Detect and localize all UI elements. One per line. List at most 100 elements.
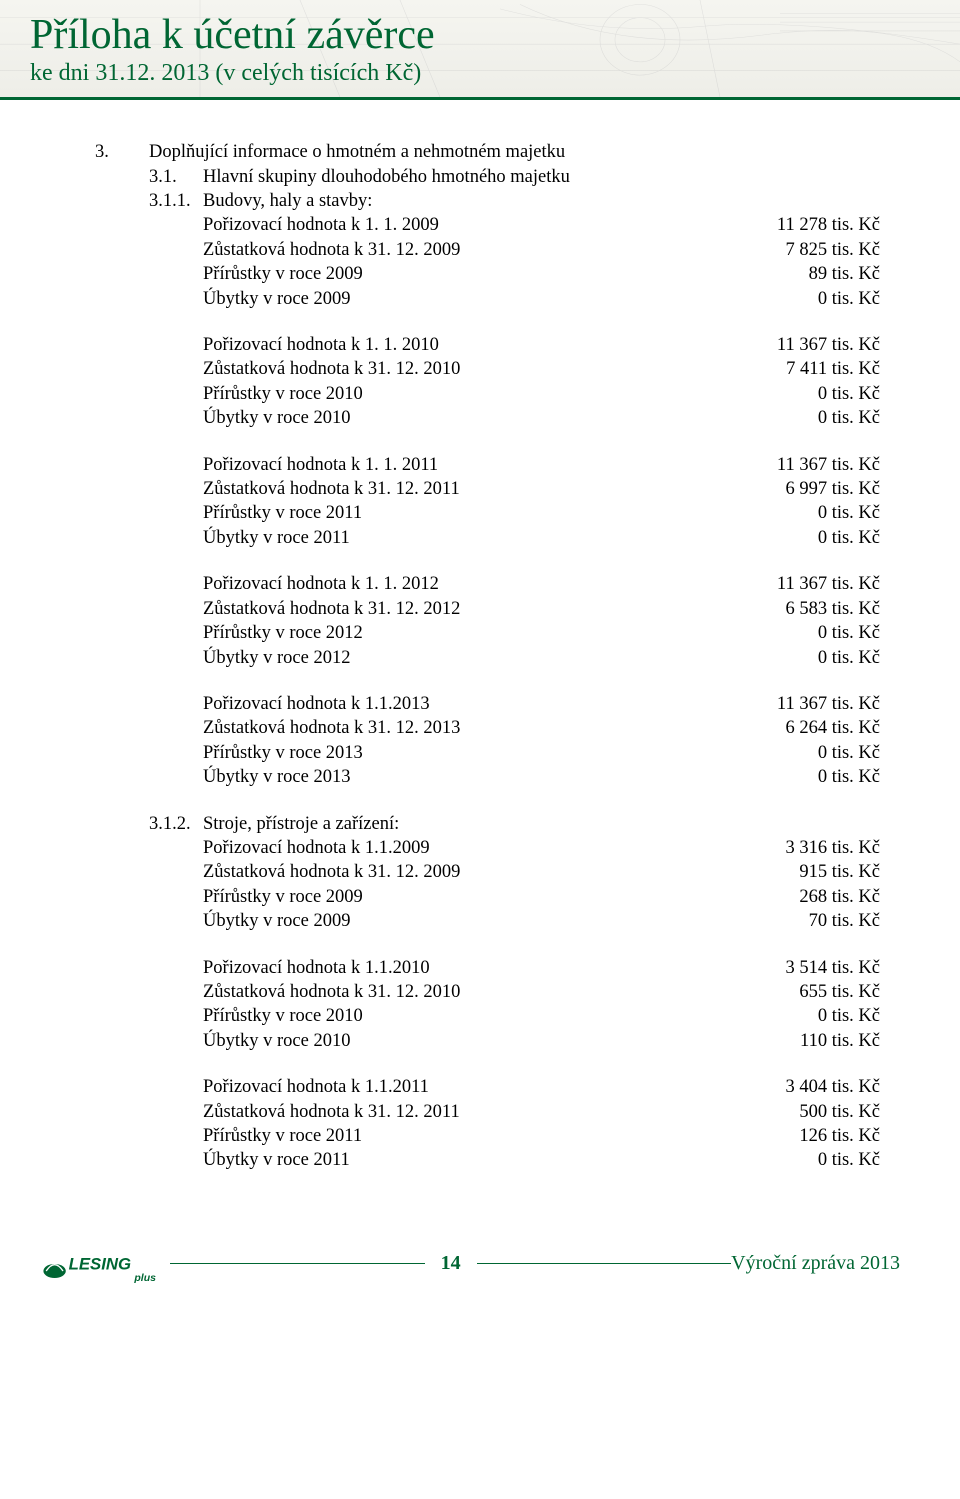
financial-row: Pořizovací hodnota k 1.1.20113 404 tis. … xyxy=(203,1075,880,1099)
row-label: Úbytky v roce 2010 xyxy=(203,406,350,430)
row-value: 268 tis. Kč xyxy=(799,885,880,909)
financial-year-block: Pořizovací hodnota k 1. 1. 201111 367 ti… xyxy=(203,453,880,551)
row-label: Přírůstky v roce 2011 xyxy=(203,1124,362,1148)
row-value: 11 278 tis. Kč xyxy=(777,213,880,237)
financial-row: Přírůstky v roce 20120 tis. Kč xyxy=(203,621,880,645)
financial-row: Přírůstky v roce 2011 0 tis. Kč xyxy=(203,501,880,525)
subsection-3-1-1: 3.1.1. Budovy, haly a stavby: Pořizovací… xyxy=(203,189,880,790)
row-value: 11 367 tis. Kč xyxy=(777,333,880,357)
divider-line-right xyxy=(477,1263,732,1264)
row-label: Pořizovací hodnota k 1. 1. 2012 xyxy=(203,572,439,596)
financial-row: Zůstatková hodnota k 31. 12. 2011 6 997 t… xyxy=(203,477,880,501)
row-value: 0 tis. Kč xyxy=(818,1148,880,1172)
row-value: 11 367 tis. Kč xyxy=(777,453,880,477)
subsection-3-1-2: 3.1.2. Stroje, přístroje a zařízení: Poř… xyxy=(203,812,880,1173)
financial-row: Zůstatková hodnota k 31. 12. 2009 7 825 t… xyxy=(203,238,880,262)
financial-row: Pořizovací hodnota k 1.1.20103 514 tis. … xyxy=(203,956,880,980)
financial-row: Úbytky v roce 2010 0 tis. Kč xyxy=(203,406,880,430)
row-label: Úbytky v roce 2013 xyxy=(203,765,350,789)
financial-row: Úbytky v roce 2011 0 tis. Kč xyxy=(203,1148,880,1172)
subsubsection-text: Stroje, přístroje a zařízení: xyxy=(203,812,399,836)
row-label: Pořizovací hodnota k 1. 1. 2010 xyxy=(203,333,439,357)
row-value: 915 tis. Kč xyxy=(799,860,880,884)
financial-row: Pořizovací hodnota k 1. 1. 2012 11 367 ti… xyxy=(203,572,880,596)
financial-year-block: Pořizovací hodnota k 1.1.20103 514 tis. … xyxy=(203,956,880,1054)
page-header: Příloha k účetní závěrce ke dni 31.12. 2… xyxy=(0,0,960,100)
row-label: Přírůstky v roce 2009 xyxy=(203,885,363,909)
subsubsection-number: 3.1.1. xyxy=(149,189,203,213)
row-value: 3 316 tis. Kč xyxy=(785,836,880,860)
financial-row: Pořizovací hodnota k 1. 1. 2010 11 367 ti… xyxy=(203,333,880,357)
subsubsection-text: Budovy, haly a stavby: xyxy=(203,189,372,213)
row-label: Zůstatková hodnota k 31. 12. 2009 xyxy=(203,238,460,262)
row-label: Pořizovací hodnota k 1.1.2013 xyxy=(203,692,430,716)
document-body: 3. Doplňující informace o hmotném a nehm… xyxy=(0,100,960,1235)
financial-row: Úbytky v roce 20130 tis. Kč xyxy=(203,765,880,789)
row-value: 0 tis. Kč xyxy=(818,526,880,550)
financial-row: Pořizovací hodnota k 1.1.20093 316 tis. … xyxy=(203,836,880,860)
page-subtitle: ke dni 31.12. 2013 (v celých tisících Kč… xyxy=(30,60,930,87)
footer-report-label: Výroční zpráva 2013 xyxy=(731,1252,900,1275)
row-label: Zůstatková hodnota k 31. 12. 2011 xyxy=(203,1100,460,1124)
subsubsection-3-1-2-heading: 3.1.2. Stroje, přístroje a zařízení: xyxy=(149,812,880,836)
row-value: 70 tis. Kč xyxy=(809,909,880,933)
row-value: 3 514 tis. Kč xyxy=(785,956,880,980)
financial-year-block: Pořizovací hodnota k 1. 1. 2012 11 367 ti… xyxy=(203,572,880,670)
row-label: Úbytky v roce 2012 xyxy=(203,646,350,670)
financial-row: Přírůstky v roce 2013 0 tis. Kč xyxy=(203,741,880,765)
row-value: 0 tis. Kč xyxy=(818,1004,880,1028)
section-number: 3. xyxy=(95,140,149,164)
row-value: 126 tis. Kč xyxy=(799,1124,880,1148)
row-label: Přírůstky v roce 2009 xyxy=(203,262,363,286)
row-label: Úbytky v roce 2011 xyxy=(203,1148,350,1172)
row-label: Zůstatková hodnota k 31. 12. 2010 xyxy=(203,980,460,1004)
financial-row: Zůstatková hodnota k 31. 12. 2010 655 tis… xyxy=(203,980,880,1004)
row-value: 11 367 tis. Kč xyxy=(777,572,880,596)
financial-year-block: Pořizovací hodnota k 1.1.2013 11 367 tis.… xyxy=(203,692,880,790)
financial-row: Úbytky v roce 20090 tis. Kč xyxy=(203,287,880,311)
row-value: 7 825 tis. Kč xyxy=(785,238,880,262)
row-label: Úbytky v roce 2010 xyxy=(203,1029,350,1053)
row-value: 0 tis. Kč xyxy=(818,501,880,525)
financial-row: Pořizovací hodnota k 1. 1. 201111 367 ti… xyxy=(203,453,880,477)
page-title: Příloha k účetní závěrce xyxy=(30,12,930,58)
row-label: Zůstatková hodnota k 31. 12. 2011 xyxy=(203,477,460,501)
row-label: Pořizovací hodnota k 1.1.2011 xyxy=(203,1075,429,1099)
row-label: Zůstatková hodnota k 31. 12. 2012 xyxy=(203,597,460,621)
row-label: Zůstatková hodnota k 31. 12. 2009 xyxy=(203,860,460,884)
row-value: 0 tis. Kč xyxy=(818,646,880,670)
section-text: Doplňující informace o hmotném a nehmotn… xyxy=(149,140,565,164)
row-value: 6 997 tis. Kč xyxy=(785,477,880,501)
row-value: 89 tis. Kč xyxy=(809,262,880,286)
row-value: 500 tis. Kč xyxy=(799,1100,880,1124)
financial-row: Přírůstky v roce 2011 126 tis. Kč xyxy=(203,1124,880,1148)
financial-row: Zůstatková hodnota k 31. 12. 2009 915 tis… xyxy=(203,860,880,884)
subsubsection-number: 3.1.2. xyxy=(149,812,203,836)
row-value: 0 tis. Kč xyxy=(818,741,880,765)
financial-row: Pořizovací hodnota k 1. 1. 2009 11 278 ti… xyxy=(203,213,880,237)
row-label: Úbytky v roce 2009 xyxy=(203,909,350,933)
row-value: 110 tis. Kč xyxy=(800,1029,880,1053)
financial-row: Přírůstky v roce 2009 268 tis. Kč xyxy=(203,885,880,909)
row-label: Přírůstky v roce 2010 xyxy=(203,1004,363,1028)
row-label: Přírůstky v roce 2013 xyxy=(203,741,363,765)
financial-year-block: Pořizovací hodnota k 1. 1. 2009 11 278 ti… xyxy=(203,213,880,311)
row-value: 655 tis. Kč xyxy=(799,980,880,1004)
financial-row: Zůstatková hodnota k 31. 12. 20107 411 t… xyxy=(203,357,880,381)
row-value: 11 367 tis. Kč xyxy=(777,692,880,716)
svg-text:LESING: LESING xyxy=(69,1254,131,1273)
page-number-divider: 14 xyxy=(170,1252,731,1275)
row-value: 0 tis. Kč xyxy=(818,406,880,430)
financial-row: Zůstatková hodnota k 31. 12. 2011 500 tis… xyxy=(203,1100,880,1124)
row-value: 6 583 tis. Kč xyxy=(785,597,880,621)
row-label: Přírůstky v roce 2012 xyxy=(203,621,363,645)
row-value: 7 411 tis. Kč xyxy=(786,357,880,381)
row-label: Pořizovací hodnota k 1. 1. 2009 xyxy=(203,213,439,237)
financial-row: Přírůstky v roce 20100 tis. Kč xyxy=(203,382,880,406)
financial-row: Úbytky v roce 2010 110 tis. Kč xyxy=(203,1029,880,1053)
financial-row: Pořizovací hodnota k 1.1.2013 11 367 tis.… xyxy=(203,692,880,716)
svg-text:plus: plus xyxy=(133,1272,156,1284)
subsection-3-1-heading: 3.1. Hlavní skupiny dlouhodobého hmotnéh… xyxy=(149,165,880,189)
subsubsection-3-1-1-heading: 3.1.1. Budovy, haly a stavby: xyxy=(149,189,880,213)
row-label: Přírůstky v roce 2011 xyxy=(203,501,362,525)
